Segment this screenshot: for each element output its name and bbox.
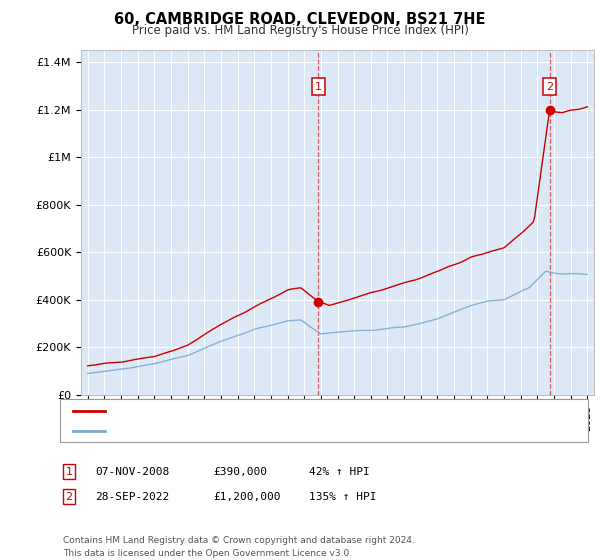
Text: 2: 2 xyxy=(546,82,553,92)
Text: 42% ↑ HPI: 42% ↑ HPI xyxy=(309,466,370,477)
Text: 07-NOV-2008: 07-NOV-2008 xyxy=(95,466,169,477)
Text: 1: 1 xyxy=(315,82,322,92)
Text: 60, CAMBRIDGE ROAD, CLEVEDON, BS21 7HE (detached house): 60, CAMBRIDGE ROAD, CLEVEDON, BS21 7HE (… xyxy=(110,406,443,416)
Text: 60, CAMBRIDGE ROAD, CLEVEDON, BS21 7HE: 60, CAMBRIDGE ROAD, CLEVEDON, BS21 7HE xyxy=(114,12,486,27)
Text: Price paid vs. HM Land Registry's House Price Index (HPI): Price paid vs. HM Land Registry's House … xyxy=(131,24,469,37)
Text: Contains HM Land Registry data © Crown copyright and database right 2024.
This d: Contains HM Land Registry data © Crown c… xyxy=(63,536,415,558)
Text: HPI: Average price, detached house, North Somerset: HPI: Average price, detached house, Nort… xyxy=(110,427,385,436)
Text: 135% ↑ HPI: 135% ↑ HPI xyxy=(309,492,377,502)
Text: £390,000: £390,000 xyxy=(213,466,267,477)
Text: £1,200,000: £1,200,000 xyxy=(213,492,281,502)
Text: 2: 2 xyxy=(65,492,73,502)
Text: 28-SEP-2022: 28-SEP-2022 xyxy=(95,492,169,502)
Text: 1: 1 xyxy=(65,466,73,477)
